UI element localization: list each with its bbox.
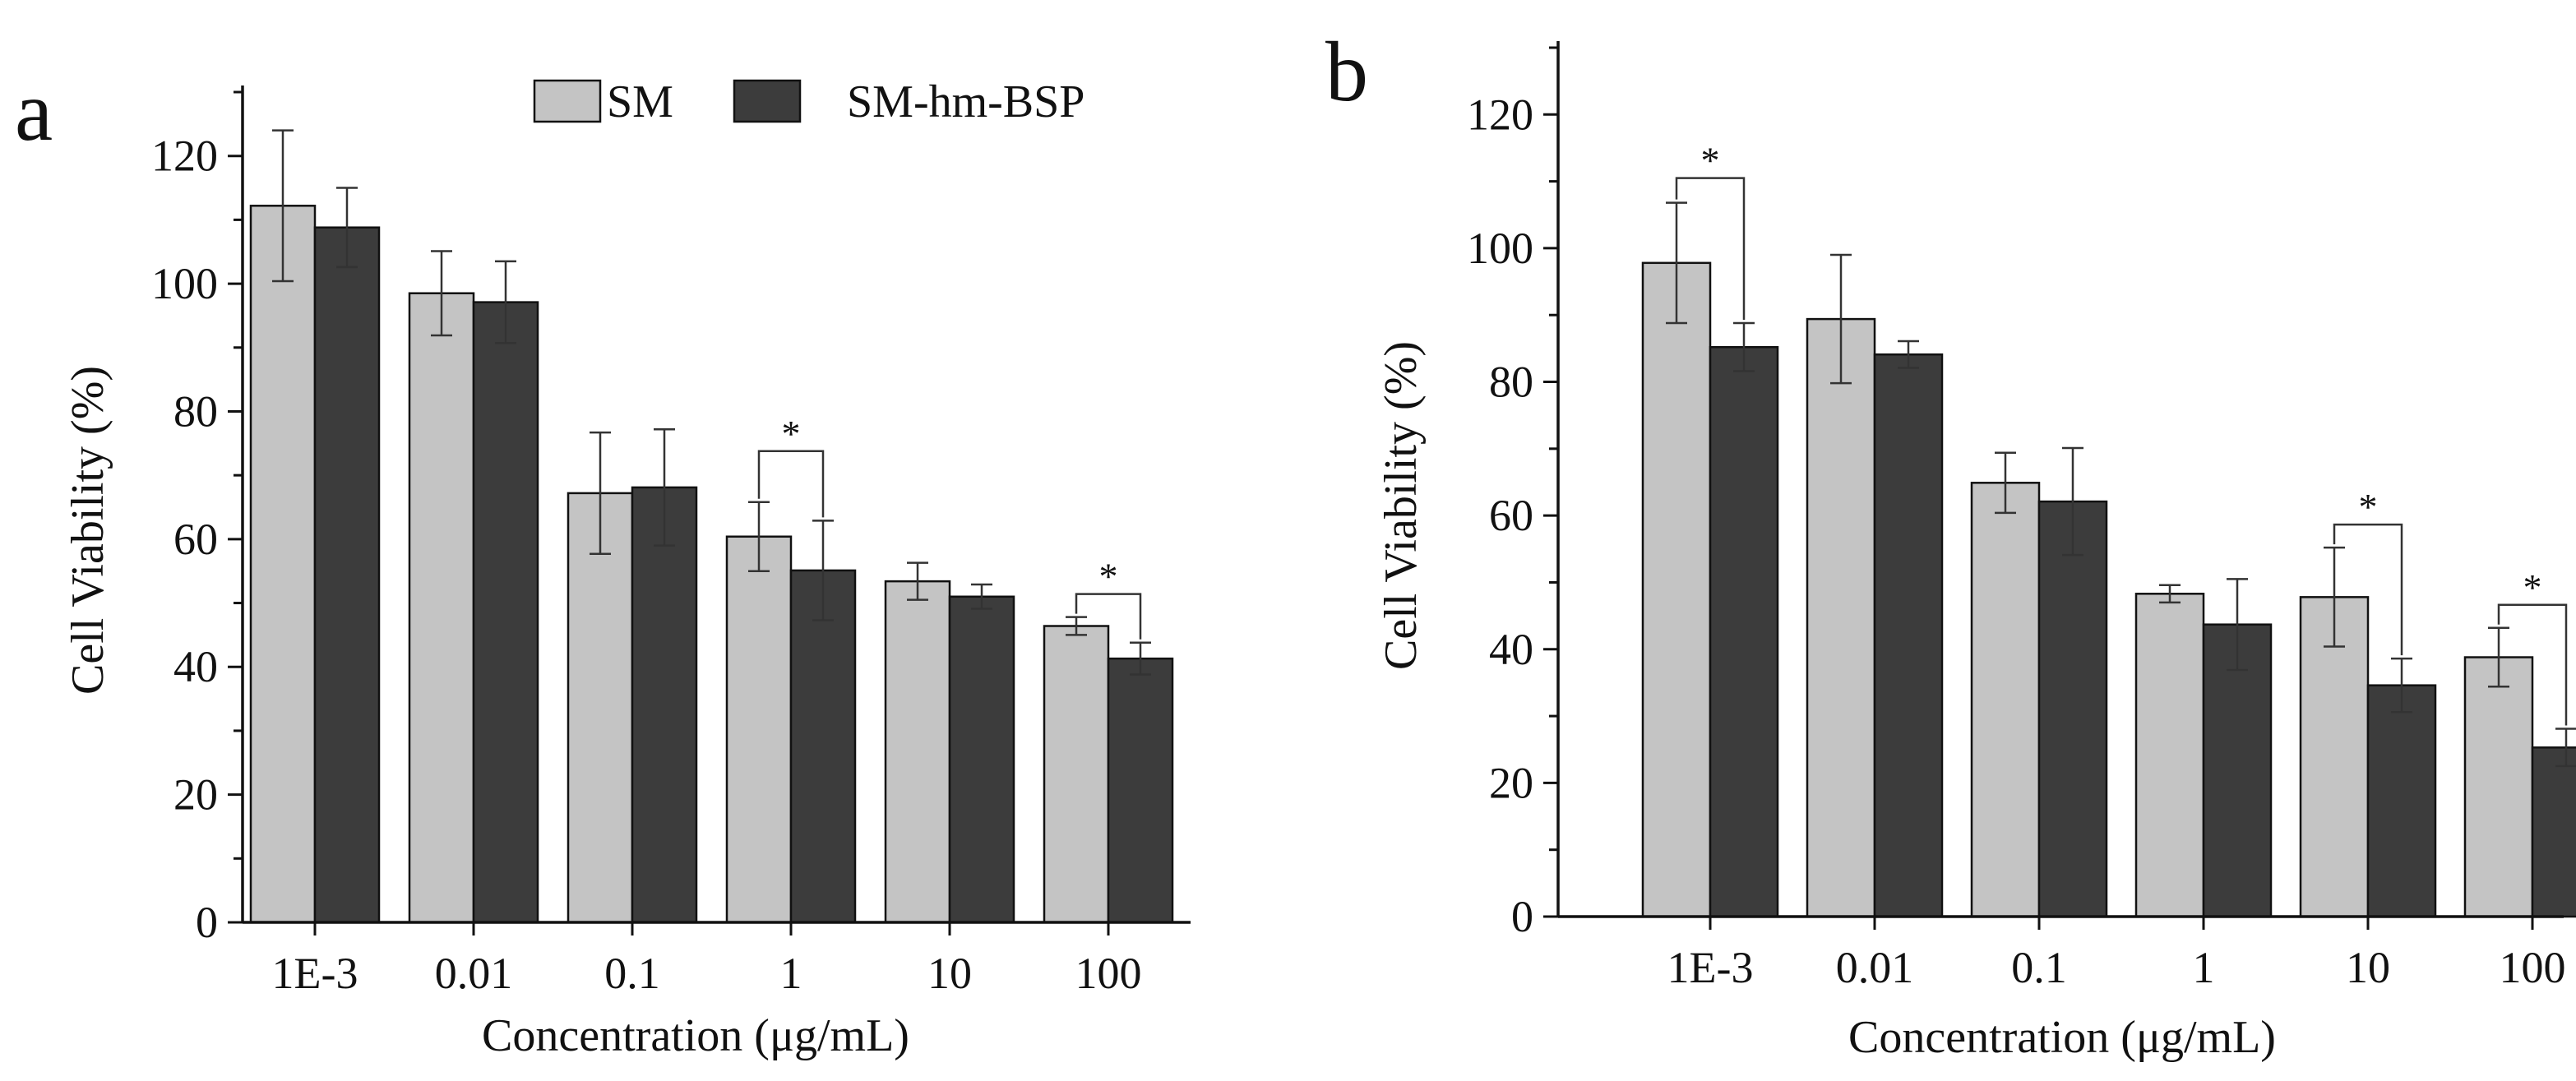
y-tick-label: 0 — [196, 898, 218, 947]
significance-star: * — [1701, 140, 1720, 182]
bar-sm — [884, 580, 951, 924]
x-tick-label: 1 — [780, 949, 802, 998]
y-tick-label: 80 — [173, 386, 218, 436]
error-bar — [1666, 201, 1687, 325]
y-tick-label: 20 — [173, 770, 218, 820]
bar-sm-hm-bsp — [1873, 353, 1944, 918]
error-bar — [2488, 626, 2509, 688]
error-bar — [2555, 728, 2576, 768]
bar-sm — [567, 492, 634, 924]
bar-sm-hm-bsp — [789, 569, 857, 924]
bar-sm-hm-bsp — [2202, 623, 2273, 918]
x-tick-label: 0.01 — [435, 949, 513, 998]
error-bar — [2227, 578, 2248, 672]
x-tick-label: 0.1 — [2011, 943, 2067, 992]
y-tick-label: 120 — [151, 132, 218, 181]
error-bar — [336, 187, 358, 269]
error-bar — [812, 520, 834, 621]
error-bar — [1733, 321, 1755, 372]
bar-sm-hm-bsp — [313, 226, 381, 924]
bar-sm — [2463, 656, 2534, 918]
bar-sm — [2299, 596, 2370, 918]
y-tick-label: 60 — [1489, 491, 1533, 540]
x-tick-label: 10 — [2346, 943, 2390, 992]
panel-b-x-axis-title: Concentration (μg/mL) — [1848, 1012, 2276, 1063]
error-bar — [2324, 546, 2345, 648]
significance-star: * — [1099, 556, 1118, 598]
bar-sm-hm-bsp — [2037, 500, 2108, 918]
bar-sm — [408, 292, 475, 924]
bar-sm — [725, 535, 793, 924]
legend-swatch-sm — [533, 79, 602, 123]
y-tick-label: 60 — [173, 515, 218, 564]
y-tick-label: 0 — [1511, 892, 1533, 941]
x-tick-label: 0.1 — [604, 949, 660, 998]
significance-bracket: * — [2333, 486, 2403, 656]
error-bar — [1130, 641, 1151, 676]
significance-bracket: * — [1075, 556, 1142, 640]
y-tick-label: 40 — [1489, 625, 1533, 674]
legend-label: SM-hm-BSP — [847, 76, 1085, 127]
bar-sm — [2134, 593, 2205, 918]
error-bar — [971, 583, 992, 610]
y-tick-label: 40 — [173, 642, 218, 691]
error-bar — [2391, 657, 2412, 714]
error-bar — [748, 501, 770, 572]
y-tick-label: 20 — [1489, 758, 1533, 807]
bar-sm — [249, 205, 317, 924]
bar-sm — [1970, 482, 2041, 918]
x-tick-label: 1E-3 — [272, 949, 358, 998]
bar-sm-hm-bsp — [948, 595, 1015, 924]
y-tick-label: 120 — [1467, 90, 1533, 139]
error-bar — [1898, 340, 1919, 369]
panel-a-chart: a Cell Viability (%) Concentration (μg/m… — [15, 64, 1191, 1061]
bar-sm-hm-bsp — [631, 486, 698, 924]
significance-star: * — [782, 413, 801, 455]
y-tick-label: 80 — [1489, 358, 1533, 407]
y-tick-label: 100 — [1467, 224, 1533, 273]
bar-sm-hm-bsp — [1107, 657, 1174, 924]
x-tick-label: 1E-3 — [1667, 943, 1754, 992]
significance-bracket: * — [2497, 566, 2568, 726]
x-tick-label: 1 — [2193, 943, 2215, 992]
bar-sm-hm-bsp — [2366, 684, 2437, 918]
error-bar — [590, 431, 611, 555]
error-bar — [431, 250, 452, 337]
bar-sm-hm-bsp — [472, 301, 539, 924]
x-tick-label: 0.01 — [1836, 943, 1914, 992]
bar-sm — [1806, 317, 1876, 918]
bar-sm — [1641, 261, 1712, 918]
y-tick-label: 100 — [151, 259, 218, 308]
panel-a-x-axis-title: Concentration (μg/mL) — [482, 1010, 909, 1061]
significance-bracket: * — [757, 413, 825, 518]
x-tick-label: 100 — [2500, 943, 2566, 992]
panel-a-y-axis-title: Cell Viability (%) — [62, 366, 113, 695]
panel-b-chart: b Cell Viability (%) Concentration (μg/m… — [1325, 25, 2576, 1063]
error-bar — [272, 129, 294, 283]
bar-sm — [1043, 625, 1110, 924]
error-bar — [1066, 616, 1087, 636]
panel-a-legend: SM SM-hm-BSP — [533, 76, 1085, 127]
legend-swatch-sm-hm-bsp — [733, 79, 802, 123]
panel-b-y-axis-title: Cell Viability (%) — [1376, 341, 1427, 670]
bar-sm-hm-bsp — [1709, 346, 1779, 918]
bar-sm-hm-bsp — [2531, 746, 2576, 918]
x-tick-label: 10 — [927, 949, 972, 998]
significance-star: * — [2523, 566, 2542, 608]
error-bar — [2159, 584, 2181, 604]
panel-a-letter: a — [15, 64, 53, 159]
legend-label: SM — [607, 76, 673, 127]
significance-bracket: * — [1675, 140, 1746, 320]
error-bar — [1995, 451, 2016, 515]
error-bar — [1830, 253, 1852, 385]
error-bar — [907, 561, 928, 601]
error-bar — [2062, 446, 2083, 557]
error-bar — [495, 260, 516, 344]
significance-star: * — [2359, 486, 2378, 528]
error-bar — [654, 427, 675, 547]
x-tick-label: 100 — [1075, 949, 1142, 998]
panel-b-letter: b — [1325, 25, 1368, 119]
